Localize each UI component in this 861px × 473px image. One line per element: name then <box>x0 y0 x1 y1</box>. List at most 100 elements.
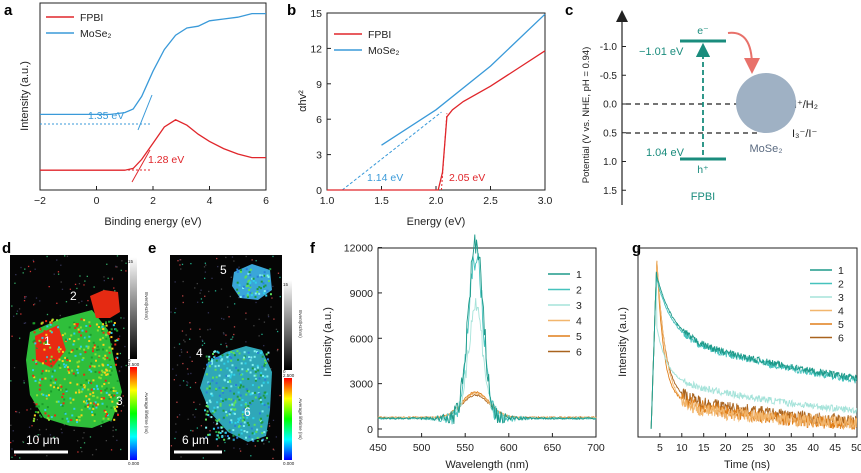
noise-pixel <box>46 455 48 457</box>
flake-pixel <box>103 358 106 361</box>
x-tick-label: 35 <box>785 442 797 454</box>
flake-pixel <box>264 396 267 399</box>
flake-pixel <box>49 330 52 333</box>
flake-pixel <box>50 355 53 358</box>
flake-pixel <box>66 357 69 360</box>
flake-pixel <box>215 359 218 362</box>
flake-pixel <box>114 328 117 331</box>
y-axis-label: Intensity (a.u.) <box>322 307 334 377</box>
noise-pixel <box>76 440 79 442</box>
flake-pixel <box>263 403 266 406</box>
noise-pixel <box>251 259 253 261</box>
flake-pixel <box>217 356 220 359</box>
noise-pixel <box>176 364 179 366</box>
flake-pixel <box>76 361 79 364</box>
noise-pixel <box>25 296 27 298</box>
flake-pixel <box>236 288 239 291</box>
flake-pixel <box>236 271 239 274</box>
flake-pixel <box>83 386 86 389</box>
flake-pixel <box>241 378 244 381</box>
x-tick-label: 15 <box>698 442 710 454</box>
noise-pixel <box>245 341 247 343</box>
flake-pixel <box>259 374 262 377</box>
flake-pixel <box>225 387 228 390</box>
event-colorbar-max: 15 <box>128 259 134 264</box>
noise-pixel <box>220 317 223 320</box>
flake-pixel <box>233 354 236 357</box>
flake-pixel <box>229 376 232 379</box>
flake-pixel <box>233 412 236 415</box>
x-tick-label: 550 <box>456 442 474 454</box>
potential-tick-label: -1.0 <box>600 42 618 53</box>
flake-pixel <box>43 348 46 351</box>
lifetime-colorbar-e <box>284 378 292 460</box>
noise-pixel <box>16 310 19 312</box>
noise-pixel <box>199 292 201 294</box>
flake-pixel <box>41 403 44 406</box>
x-tick-label: 2 <box>150 195 156 207</box>
flake-pixel <box>233 392 236 395</box>
flake-pixel <box>219 431 222 434</box>
flake-pixel <box>264 391 267 394</box>
flake-pixel <box>83 319 86 322</box>
noise-pixel <box>111 277 114 279</box>
noise-pixel <box>186 381 188 383</box>
y-tick-label: 6 <box>316 114 322 126</box>
flake-pixel <box>213 350 216 353</box>
flake-pixel <box>85 379 88 382</box>
x-axis-label: Time (ns) <box>724 459 770 471</box>
noise-pixel <box>174 281 176 283</box>
flake-pixel <box>109 366 112 369</box>
flake-pixel <box>106 373 109 376</box>
flake-pixel <box>77 365 80 368</box>
mose2-particle <box>736 73 796 133</box>
flake-pixel <box>100 373 103 376</box>
flake-pixel <box>254 370 257 373</box>
flake-pixel <box>256 436 259 439</box>
noise-pixel <box>190 372 192 375</box>
flake-pixel <box>261 432 264 435</box>
noise-pixel <box>258 335 260 337</box>
flake-pixel <box>96 345 99 348</box>
panel-label-g: g <box>632 240 641 257</box>
flake-pixel <box>95 404 98 407</box>
noise-pixel <box>32 259 34 262</box>
flake-pixel <box>228 410 231 413</box>
flake-pixel <box>260 371 263 374</box>
flake-pixel <box>41 370 44 373</box>
noise-pixel <box>170 311 172 313</box>
flake-pixel <box>104 321 107 324</box>
noise-pixel <box>214 355 216 357</box>
flake-pixel <box>236 350 239 353</box>
flake-pixel <box>249 401 252 404</box>
flake-pixel <box>90 370 93 373</box>
flake-pixel <box>63 398 66 401</box>
flake-pixel <box>113 406 116 409</box>
flake-pixel <box>244 406 247 409</box>
noise-pixel <box>194 381 197 384</box>
flake-pixel <box>103 325 106 328</box>
noise-pixel <box>201 301 204 304</box>
flake-pixel <box>80 318 83 321</box>
flake-pixel <box>105 373 108 376</box>
flake-pixel <box>76 421 79 424</box>
flake-pixel <box>247 351 250 354</box>
flake-pixel <box>247 284 250 287</box>
noise-pixel <box>14 454 16 456</box>
legend-label: 4 <box>576 316 582 328</box>
flake-pixel <box>218 436 221 439</box>
noise-pixel <box>120 366 123 368</box>
flake-pixel <box>255 350 258 353</box>
region-label-2: 2 <box>70 289 77 303</box>
flake-pixel <box>207 382 210 385</box>
noise-pixel <box>122 405 125 407</box>
noise-pixel <box>268 422 270 425</box>
flake-pixel <box>44 412 47 415</box>
flake-pixel <box>229 356 232 359</box>
flake-pixel <box>264 368 267 371</box>
flake-pixel <box>101 385 104 388</box>
flake-pixel <box>64 356 67 359</box>
flake-pixel <box>77 328 80 331</box>
flake-pixel <box>39 341 42 344</box>
noise-pixel <box>223 450 226 452</box>
